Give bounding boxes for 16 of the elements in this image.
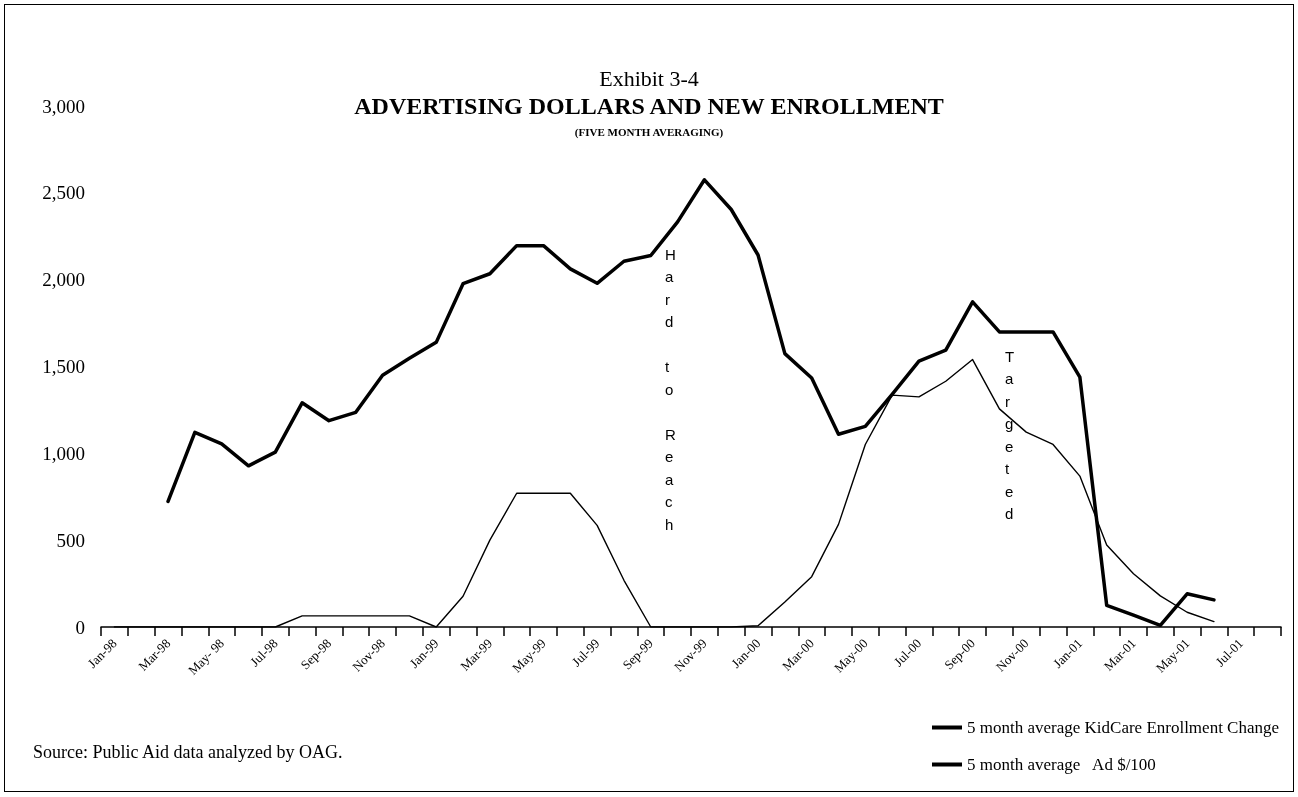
legend-label: 5 month average KidCare Enrollment Change [967, 718, 1280, 737]
y-tick-label: 2,500 [42, 182, 85, 204]
source-note: Source: Public Aid data analyzed by OAG. [33, 742, 343, 762]
y-tick-label: 1,500 [42, 356, 85, 377]
annotation: Targeted [1005, 347, 1015, 523]
y-tick-label: 0 [75, 616, 85, 638]
y-tick-label: 1,000 [42, 442, 85, 464]
text: Exhibit 3-4 [599, 65, 699, 91]
y-tick-label: 2,000 [42, 269, 85, 291]
y-tick-label: 500 [56, 529, 85, 551]
x-tick-label: May- 98 [185, 635, 227, 678]
text: Hard to Reach [665, 245, 676, 533]
legend-label: 5 month average Ad $/100 [967, 755, 1156, 774]
text: (FIVE MONTH AVERAGING) [574, 125, 724, 139]
chart-title: ADVERTISING DOLLARS AND NEW ENROLLMENT [354, 93, 944, 119]
y-tick-label: 3,000 [42, 95, 85, 117]
